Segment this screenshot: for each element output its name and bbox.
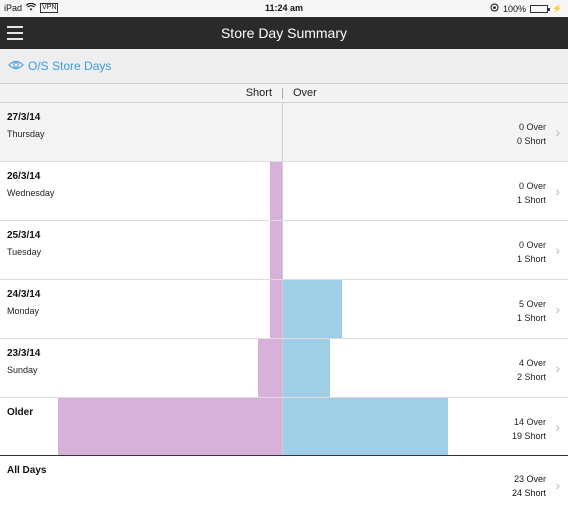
chart-axis [282, 103, 283, 161]
row-date: 25/3/14 [7, 230, 41, 241]
row-weekday: Wednesday [7, 188, 55, 198]
row-over-count: 4 Over [518, 358, 546, 368]
row-date: 27/3/14 [7, 112, 41, 123]
row-short-count: 19 Short [511, 431, 546, 441]
chevron-right-icon: › [555, 242, 560, 258]
list-item[interactable]: 23/3/14 Sunday 4 Over 2 Short › [0, 339, 568, 398]
row-date: 26/3/14 [7, 171, 41, 182]
row-short-count: 1 Short [516, 254, 546, 264]
chevron-right-icon: › [555, 419, 560, 435]
row-weekday: Sunday [7, 365, 38, 375]
eye-icon [8, 59, 24, 73]
vpn-badge: VPN [40, 3, 59, 13]
all-days-label: All Days [7, 465, 47, 476]
chevron-right-icon: › [555, 360, 560, 376]
short-column-label: Short [245, 87, 272, 99]
row-over-count: 0 Over [518, 181, 546, 191]
short-bar [58, 398, 282, 456]
all-days-over-count: 23 Over [513, 474, 546, 484]
over-bar [283, 398, 449, 456]
list-item[interactable]: Older 14 Over 19 Short › [0, 398, 568, 457]
row-weekday: Tuesday [7, 247, 42, 257]
chevron-right-icon: › [555, 183, 560, 199]
short-bar [258, 339, 282, 397]
short-bar [270, 162, 282, 220]
battery-icon [530, 4, 551, 13]
all-days-row[interactable]: All Days 23 Over 24 Short › [0, 455, 568, 517]
over-bar [283, 339, 331, 397]
chart-axis [282, 339, 283, 397]
status-bar: iPad VPN 11:24 am 100% ⚡ [0, 0, 568, 17]
row-over-count: 0 Over [518, 122, 546, 132]
row-short-count: 1 Short [516, 195, 546, 205]
chart-axis [282, 280, 283, 338]
chevron-right-icon: › [555, 124, 560, 140]
short-bar [270, 221, 282, 279]
os-store-days-link[interactable]: O/S Store Days [8, 59, 111, 73]
list-item[interactable]: 27/3/14 Thursday 0 Over 0 Short › [0, 103, 568, 162]
row-weekday: Thursday [7, 129, 45, 139]
row-short-count: 0 Short [516, 136, 546, 146]
status-right: 100% ⚡ [490, 3, 562, 14]
menu-icon[interactable] [7, 26, 23, 40]
charging-icon: ⚡ [552, 4, 562, 13]
store-day-list: 27/3/14 Thursday 0 Over 0 Short › 26/3/14 Wedn… [0, 103, 568, 457]
row-date: 23/3/14 [7, 348, 41, 359]
chevron-right-icon: › [555, 477, 560, 493]
rotation-lock-icon [490, 3, 499, 14]
short-bar [270, 280, 282, 338]
chart-axis [282, 221, 283, 279]
list-item[interactable]: 24/3/14 Monday 5 Over 1 Short › [0, 280, 568, 339]
status-time: 11:24 am [264, 3, 304, 13]
wifi-icon [25, 2, 37, 13]
row-date: 24/3/14 [7, 289, 41, 300]
row-short-count: 1 Short [516, 313, 546, 323]
filter-bar: O/S Store Days [0, 49, 568, 84]
device-label: iPad [4, 3, 23, 13]
row-over-count: 0 Over [518, 240, 546, 250]
row-weekday: Monday [7, 306, 40, 316]
all-days-short-count: 24 Short [511, 488, 546, 498]
chevron-right-icon: › [555, 301, 560, 317]
over-bar [283, 280, 342, 338]
navigation-bar: Store Day Summary [0, 17, 568, 49]
row-over-count: 14 Over [513, 417, 546, 427]
column-divider [282, 88, 283, 99]
row-over-count: 5 Over [518, 299, 546, 309]
status-left: iPad VPN [4, 2, 59, 13]
column-header: Short Over [0, 84, 568, 103]
battery-percent: 100% [503, 3, 527, 14]
over-column-label: Over [293, 87, 317, 99]
chart-axis [282, 162, 283, 220]
page-title: Store Day Summary [220, 25, 348, 41]
row-short-count: 2 Short [516, 372, 546, 382]
filter-label: O/S Store Days [28, 59, 112, 73]
list-item[interactable]: 25/3/14 Tuesday 0 Over 1 Short › [0, 221, 568, 280]
list-item[interactable]: 26/3/14 Wednesday 0 Over 1 Short › [0, 162, 568, 221]
row-date: Older [7, 407, 34, 418]
chart-axis [282, 398, 283, 456]
